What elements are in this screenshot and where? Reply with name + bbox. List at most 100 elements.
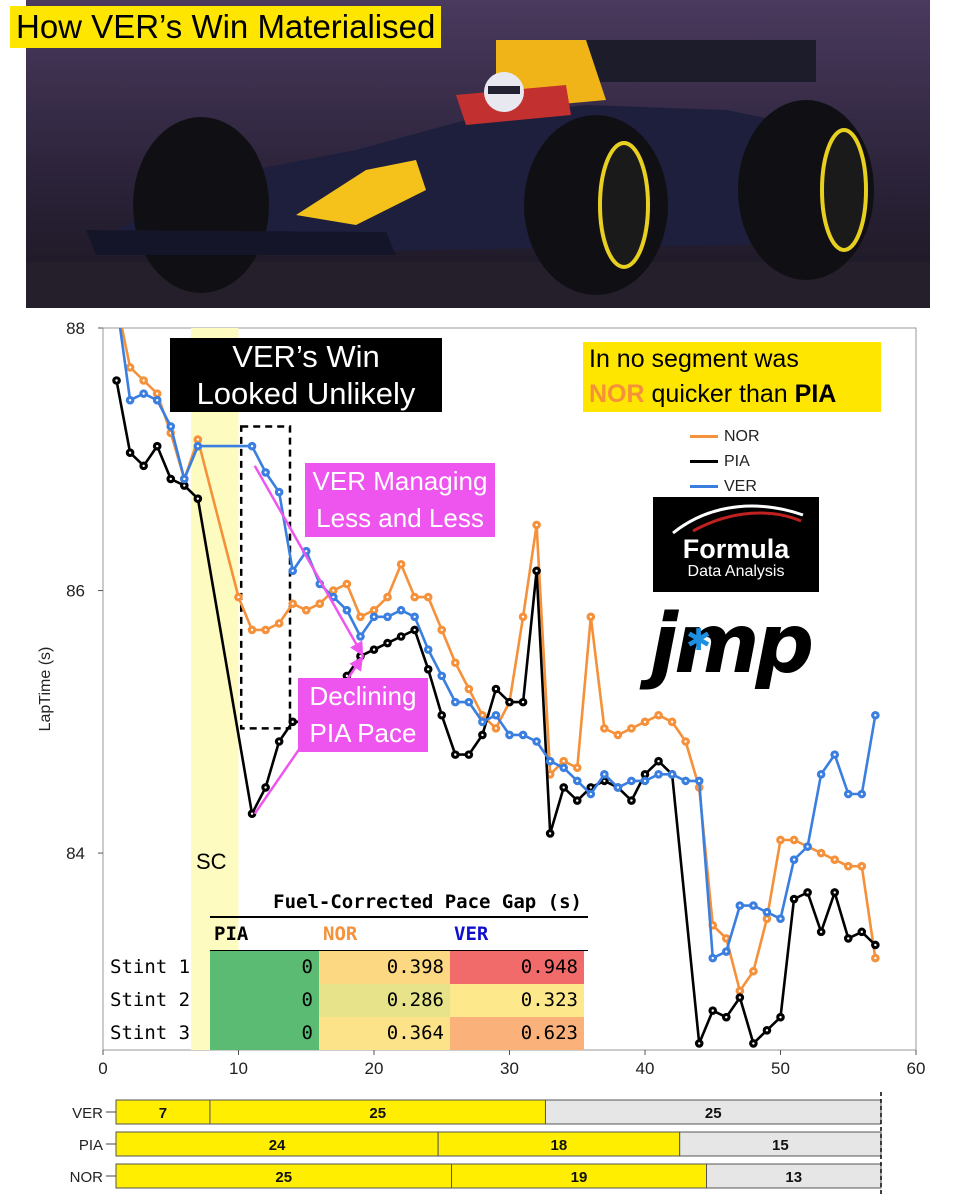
data-point-center-pia	[183, 484, 186, 487]
managing-arrow-head	[350, 640, 364, 657]
table-cell: 0	[210, 951, 319, 984]
data-point-center-ver	[372, 615, 376, 618]
jmp-figure-icon: ✱	[686, 623, 711, 658]
stint-bar-pia-2	[437, 1131, 681, 1157]
data-point-center-pia	[467, 753, 471, 756]
jmp-logo-text: jmp	[650, 597, 814, 692]
stint-bar-pia-1	[115, 1131, 439, 1157]
data-point-center-nor	[535, 523, 538, 527]
jmp-logo: ✱ jmp	[650, 597, 814, 692]
data-point-center-pia	[454, 753, 457, 756]
safety-car-label: SC	[196, 849, 227, 874]
data-point-center-nor	[779, 838, 782, 842]
data-point-center-ver	[738, 904, 742, 907]
data-point-center-ver	[250, 444, 254, 448]
data-point-center-ver	[413, 615, 416, 618]
table-col-pia: PIA	[214, 923, 249, 945]
data-point-center-ver	[535, 740, 538, 743]
data-point-center-nor	[616, 733, 620, 737]
data-point-center-ver	[399, 609, 403, 612]
data-point-center-pia	[345, 674, 349, 678]
data-point-center-nor	[359, 615, 362, 618]
data-point-center-pia	[603, 779, 606, 783]
data-point-center-ver	[521, 733, 525, 737]
data-point-center-nor	[670, 720, 674, 724]
managing-line1: VER Managing	[312, 466, 488, 496]
legend-item-nor: NOR	[690, 424, 760, 449]
data-point-center-ver	[779, 917, 782, 920]
data-point-center-ver	[576, 779, 579, 783]
x-tick-label: 60	[907, 1059, 926, 1078]
x-tick-label: 40	[636, 1059, 655, 1078]
ver-managing-note: VER Managing Less and Less	[305, 463, 495, 537]
data-point-center-nor	[589, 615, 592, 618]
data-point-center-pia	[264, 786, 267, 789]
data-point-center-pia	[399, 635, 403, 638]
data-point-center-pia	[589, 786, 592, 789]
data-point-center-ver	[589, 792, 592, 796]
data-point-center-ver	[427, 648, 430, 651]
legend-swatch-ver	[690, 485, 718, 489]
y-tick-label: 86	[66, 582, 85, 601]
data-point-center-ver	[833, 753, 836, 756]
data-point-center-nor	[847, 865, 850, 868]
data-point-center-pia	[752, 1042, 755, 1045]
data-point-center-pia	[860, 930, 863, 934]
x-tick-label: 30	[500, 1059, 519, 1078]
data-point-center-ver	[806, 845, 809, 848]
table-header: PIA NOR VER	[210, 918, 588, 951]
formula-data-analysis-logo: Formula Data Analysis	[653, 497, 819, 592]
x-tick-label: 0	[98, 1059, 107, 1078]
table-title: Fuel-Corrected Pace Gap (s)	[210, 884, 588, 918]
stint-bar-label: 25	[705, 1105, 722, 1122]
nor-note-mid: quicker than	[644, 380, 795, 408]
data-point-center-nor	[454, 661, 457, 664]
y-axis-label: LapTime (s)	[37, 647, 54, 732]
data-point-center-nor	[156, 392, 159, 395]
data-point-center-nor	[521, 615, 525, 618]
nor-slower-note: In no segment was NOR quicker than PIA	[583, 342, 881, 412]
data-point-center-ver	[657, 773, 660, 776]
figure-title: How VER’s Win Materialised	[10, 6, 442, 48]
data-point-center-pia	[657, 760, 660, 763]
nor-note-line2: NOR quicker than PIA	[589, 377, 881, 412]
data-point-center-nor	[643, 720, 647, 724]
data-point-center-nor	[576, 766, 579, 769]
data-point-center-ver	[860, 792, 863, 796]
data-point-center-pia	[738, 996, 742, 999]
stint-row-label-pia: PIA	[79, 1137, 103, 1154]
data-point-center-nor	[196, 438, 200, 441]
table-row-label: Stint 2	[110, 989, 191, 1011]
table-cell: 0	[210, 1017, 319, 1050]
table-row: Stint 2 0 0.286 0.323	[106, 984, 588, 1017]
stint-row-label-ver: VER	[72, 1105, 103, 1122]
data-point-center-pia	[711, 1009, 714, 1012]
data-point-center-nor	[874, 956, 877, 960]
stint-bar-nor-1	[115, 1163, 453, 1189]
data-point-center-pia	[508, 700, 511, 704]
table-cell: 0.623	[450, 1017, 584, 1050]
data-point-center-ver	[752, 904, 755, 907]
data-point-center-pia	[359, 654, 362, 658]
data-point-center-pia	[765, 1029, 769, 1032]
win-unlikely-note: VER’s Win Looked Unlikely	[170, 338, 442, 412]
chart-legend: NOR PIA VER	[690, 424, 760, 499]
stint-bar-label: 13	[785, 1169, 802, 1186]
table-row: Stint 3 0 0.364 0.623	[106, 1017, 588, 1050]
data-point-center-nor	[657, 714, 660, 717]
stint-row-label-nor: NOR	[70, 1169, 104, 1186]
win-note-line2: Looked Unlikely	[196, 376, 416, 411]
data-point-center-pia	[806, 891, 809, 894]
data-point-center-pia	[169, 477, 172, 481]
table-cell: 0.364	[319, 1017, 450, 1050]
legend-label-nor: NOR	[724, 428, 760, 445]
managing-arrow-line	[253, 465, 365, 657]
data-point-center-pia	[115, 379, 118, 382]
data-point-center-ver	[711, 956, 714, 960]
data-point-center-nor	[467, 687, 471, 691]
data-point-center-ver	[508, 733, 511, 737]
pia-declining-note: Declining PIA Pace	[298, 678, 428, 752]
legend-label-pia: PIA	[724, 453, 750, 470]
stint-bar-label: 15	[772, 1137, 789, 1154]
data-point-center-pia	[372, 648, 376, 651]
